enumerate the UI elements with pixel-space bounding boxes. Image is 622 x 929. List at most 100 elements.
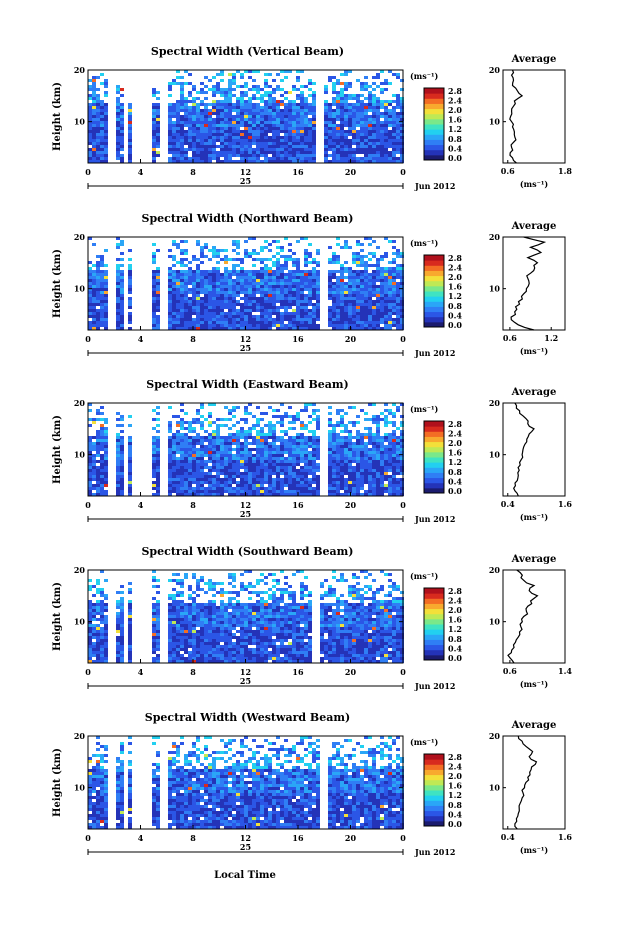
profile-x-tick-label: 0.4 (501, 832, 515, 842)
colorbar-tick-label: 1.2 (448, 624, 462, 634)
x-tick-label: 0 (85, 167, 91, 177)
colorbar-tick-label: 1.2 (448, 790, 462, 800)
y-tick-label: 20 (74, 565, 86, 575)
x-tick-label: 20 (345, 667, 357, 677)
x-tick-label: 8 (190, 167, 196, 177)
panel-2: Spectral Width (Northward Beam) 10 20 Heigh… (52, 212, 566, 358)
colorbar (423, 420, 445, 494)
colorbar (423, 254, 445, 328)
x-tick-label: 16 (292, 500, 304, 510)
heatmap-cells (88, 70, 404, 163)
colorbar-tick-label: 1.6 (448, 448, 462, 458)
x-tick-label: 20 (345, 334, 357, 344)
profile-frame (502, 402, 566, 497)
colorbar (423, 587, 445, 661)
colorbar-tick-label: 2.0 (448, 272, 462, 282)
y-axis-label: Height (km) (52, 82, 63, 151)
x-tick-label: 4 (138, 667, 144, 677)
y-tick-label: 20 (74, 731, 86, 741)
profile-title: Average (511, 554, 557, 565)
profile-x-label: (ms⁻¹) (520, 346, 548, 356)
colorbar-tick-label: 0.8 (448, 800, 462, 810)
profile-y-tick-label: 20 (489, 65, 501, 75)
x-tick-label: 0 (85, 667, 91, 677)
colorbar-tick-label: 2.8 (448, 586, 462, 596)
profile-x-tick-label: 0.6 (501, 166, 515, 176)
profile-x-tick-label: 1.2 (544, 333, 558, 343)
profile-x-tick-label: 0.4 (501, 499, 515, 509)
profile-line (509, 69, 524, 164)
colorbar (423, 753, 445, 827)
x-tick-label: 0 (85, 334, 91, 344)
x-tick-label: 4 (138, 500, 144, 510)
panel-4: Spectral Width (Southward Beam) 10 20 Heigh… (52, 545, 572, 691)
y-tick-label: 20 (74, 65, 86, 75)
colorbar-tick-label: 0.4 (448, 643, 462, 653)
x-tick-label: 0 (85, 500, 91, 510)
heatmap-cells (88, 570, 404, 663)
date-label: Jun 2012 (414, 847, 455, 857)
colorbar-tick-label: 2.4 (448, 262, 462, 272)
colorbar-tick-label: 0.0 (448, 486, 462, 496)
profile-frame (502, 735, 566, 830)
panel-title: Spectral Width (Westward Beam) (145, 711, 350, 724)
date-label: Jun 2012 (414, 681, 455, 691)
day-label: 25 (240, 676, 251, 686)
x-tick-label: 16 (292, 334, 304, 344)
colorbar-unit: (ms⁻¹) (410, 71, 438, 81)
x-tick-label: 0 (400, 667, 406, 677)
x-tick-label: 4 (138, 167, 144, 177)
colorbar-tick-label: 0.8 (448, 634, 462, 644)
colorbar-tick-label: 2.4 (448, 761, 462, 771)
colorbar-unit: (ms⁻¹) (410, 404, 438, 414)
profile-y-tick-label: 20 (489, 398, 501, 408)
day-label: 25 (240, 343, 251, 353)
profile-y-tick-label: 10 (489, 117, 501, 127)
x-tick-label: 12 (240, 167, 251, 177)
profile-line (513, 402, 535, 497)
colorbar-tick-label: 2.0 (448, 771, 462, 781)
colorbar-tick-label: 2.0 (448, 105, 462, 115)
profile-y-tick-label: 10 (489, 284, 501, 294)
y-axis-label: Height (km) (52, 748, 63, 817)
colorbar (423, 87, 445, 161)
colorbar-tick-label: 2.8 (448, 86, 462, 96)
day-label: 25 (240, 509, 251, 519)
heatmap-cells (88, 403, 404, 496)
colorbar-tick-label: 0.4 (448, 476, 462, 486)
colorbar-unit: (ms⁻¹) (410, 238, 438, 248)
panel-3: Spectral Width (Eastward Beam) 10 20 Height… (52, 378, 572, 524)
colorbar-tick-label: 1.6 (448, 615, 462, 625)
y-tick-label: 20 (74, 232, 86, 242)
x-tick-label: 12 (240, 334, 251, 344)
x-tick-label: 0 (400, 334, 406, 344)
x-tick-label: 4 (138, 833, 144, 843)
profile-x-tick-label: 1.4 (558, 666, 572, 676)
panel-1: Spectral Width (Vertical Beam) 10 20 Height… (52, 45, 572, 191)
colorbar-tick-label: 2.0 (448, 438, 462, 448)
colorbar-tick-label: 1.6 (448, 115, 462, 125)
profile-x-tick-label: 1.8 (558, 166, 572, 176)
colorbar-tick-label: 1.2 (448, 291, 462, 301)
profile-title: Average (511, 387, 557, 398)
x-tick-label: 12 (240, 500, 251, 510)
x-tick-label: 16 (292, 167, 304, 177)
panel-5: Spectral Width (Westward Beam) 10 20 Height… (52, 711, 572, 857)
panel-title: Spectral Width (Southward Beam) (141, 545, 353, 558)
colorbar-tick-label: 1.2 (448, 457, 462, 467)
y-tick-label: 20 (74, 398, 86, 408)
colorbar-tick-label: 0.4 (448, 809, 462, 819)
profile-x-label: (ms⁻¹) (520, 179, 548, 189)
x-tick-label: 8 (190, 667, 196, 677)
colorbar-tick-label: 2.8 (448, 752, 462, 762)
y-axis-label: Height (km) (52, 249, 63, 318)
profile-x-label: (ms⁻¹) (520, 679, 548, 689)
x-tick-label: 16 (292, 833, 304, 843)
colorbar-tick-label: 0.0 (448, 819, 462, 829)
colorbar-unit: (ms⁻¹) (410, 737, 438, 747)
colorbar-tick-label: 2.8 (448, 253, 462, 263)
day-label: 25 (240, 176, 251, 186)
day-label: 25 (240, 842, 251, 852)
colorbar-tick-label: 0.4 (448, 143, 462, 153)
colorbar-tick-label: 0.0 (448, 653, 462, 663)
